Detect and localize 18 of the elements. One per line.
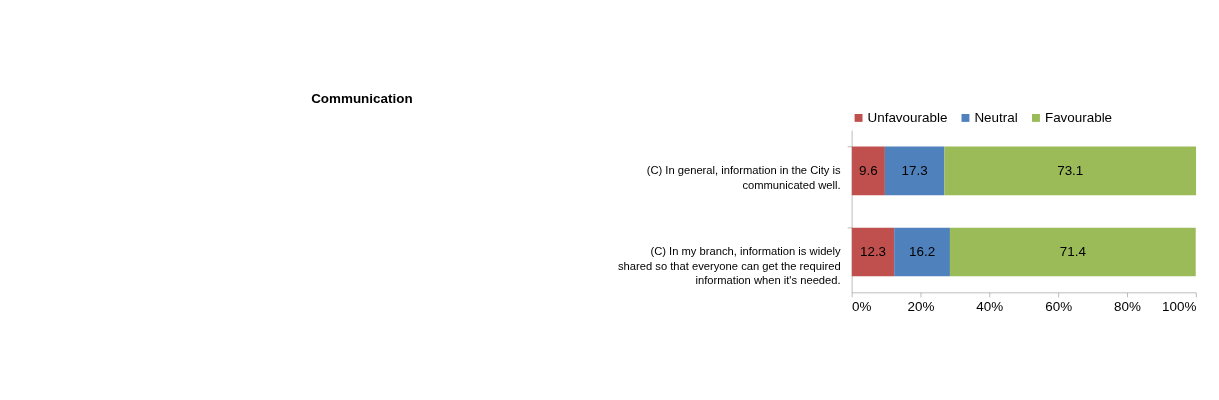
legend-label: Favourable xyxy=(1044,109,1113,125)
x-tick-label: 40% xyxy=(976,299,1004,315)
data-label: 16.2 xyxy=(909,243,936,259)
data-label: 12.3 xyxy=(859,243,887,259)
x-tick-label: 60% xyxy=(1045,299,1073,315)
data-label: 71.4 xyxy=(1059,243,1087,259)
text: Communication xyxy=(311,90,413,106)
x-tick-label: 0% xyxy=(852,299,872,315)
data-label: 9.6 xyxy=(859,162,878,178)
x-tick-label: 100% xyxy=(1162,299,1197,315)
y-tick-label: (C) In general, information in the City is communicated well. xyxy=(646,164,842,191)
x-tick-label: 80% xyxy=(1114,299,1141,315)
x-tick-label: 20% xyxy=(907,299,935,315)
data-label: 73.1 xyxy=(1057,162,1084,178)
data-label: 17.3 xyxy=(901,162,928,178)
y-tick-label: (C) In my branch, information is widely shared so that everyone can get the required information when it's needed. xyxy=(617,245,842,287)
legend-label: Unfavourable xyxy=(867,109,948,125)
legend-label: Neutral xyxy=(974,109,1018,125)
